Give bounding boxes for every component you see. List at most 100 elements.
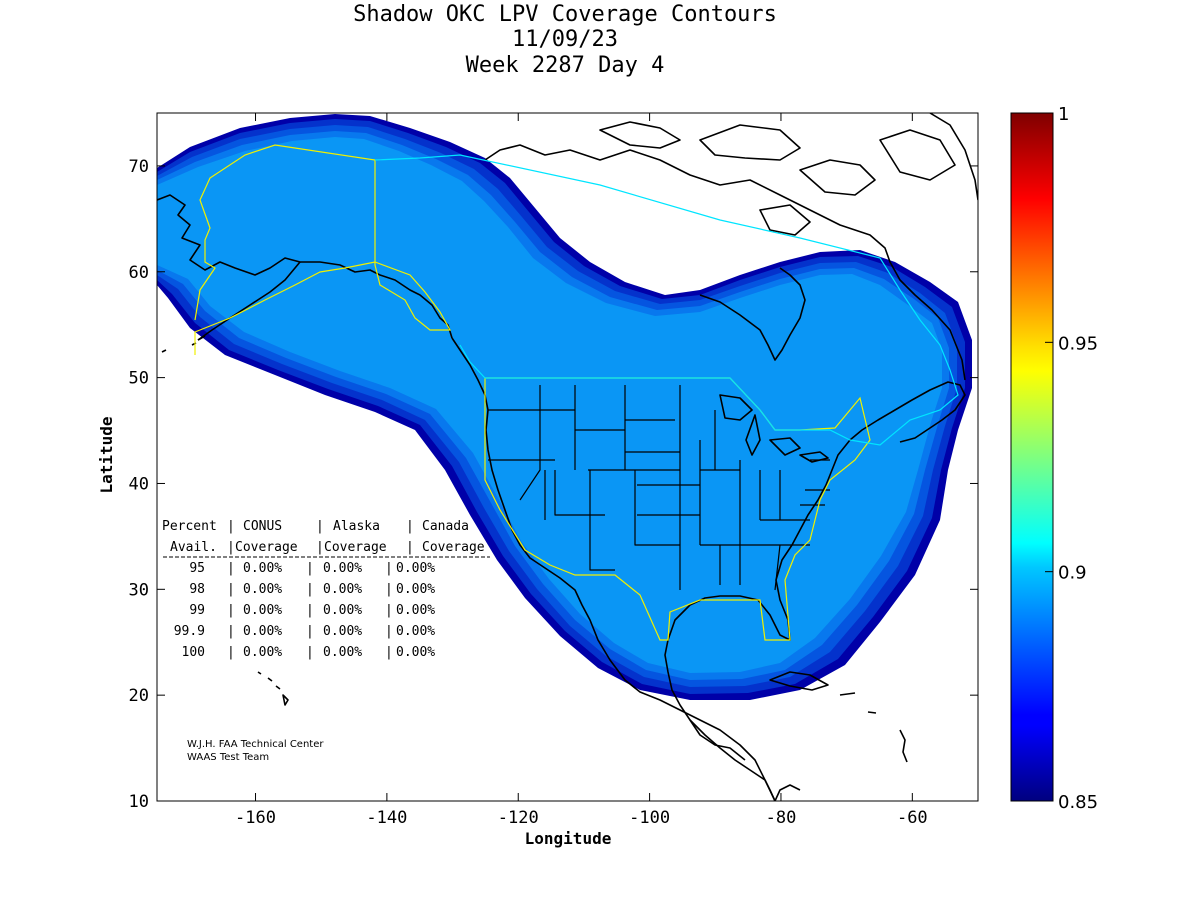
table-separator: |: [385, 561, 393, 576]
table-header-conus: CONUS: [243, 519, 282, 534]
table-cell-canada: 0.00%: [396, 561, 435, 576]
coastline-map: [157, 113, 978, 801]
table-separator: |: [406, 519, 414, 534]
plot-border: [156, 112, 979, 802]
table-cell-conus: 0.00%: [243, 582, 282, 597]
state-lines-texas: [589, 515, 681, 590]
table-cell-canada: 0.00%: [396, 624, 435, 639]
chart-title-line-3: Week 2287 Day 4: [466, 53, 665, 78]
canada-service-volume: [374, 154, 959, 446]
caribbean-islands: [839, 692, 908, 763]
table-cell-alaska: 0.00%: [323, 582, 362, 597]
y-tick-label: 30: [129, 580, 149, 600]
colorbar-tick-label: 0.95: [1058, 333, 1098, 354]
table-separator: |: [306, 561, 314, 576]
table-cell-alaska: 0.00%: [323, 645, 362, 660]
x-tick-label: -80: [766, 808, 797, 828]
y-tick-label: 20: [129, 686, 149, 706]
table-separator: |: [385, 624, 393, 639]
y-axis-label: Latitude: [97, 416, 116, 493]
table-cell-avail: 98: [189, 582, 205, 597]
table-separator: |: [306, 603, 314, 618]
coastline-hudson-bay: [699, 267, 806, 361]
colorbar-ticks: 0.85 0.9 0.95 1: [1045, 104, 1098, 813]
state-lines-west: [488, 385, 680, 520]
arctic-islands-3: [799, 159, 876, 196]
y-tick-label: 10: [129, 792, 149, 812]
colorbar-tick-label: 1: [1058, 104, 1069, 125]
colorbar-tick-label: 0.9: [1058, 563, 1087, 584]
y-tick-label: 50: [129, 369, 149, 389]
plot-area: -160 -140 -120 -100 -80 -60 10 20 30 40 50 60 70 Pe…: [129, 112, 979, 828]
table-subheader-alaska: Coverage: [324, 540, 387, 555]
table-separator: |: [227, 519, 235, 534]
colorbar-tick-label: 0.85: [1058, 792, 1098, 813]
table-header-alaska: Alaska: [333, 519, 380, 534]
credit-line-1: W.J.H. FAA Technical Center: [187, 739, 324, 750]
table-cell-alaska: 0.00%: [323, 603, 362, 618]
table-cell-conus: 0.00%: [243, 603, 282, 618]
y-tick-label: 70: [129, 157, 149, 177]
colorbar-gradient: [1010, 112, 1054, 802]
chart-title-line-2: 11/09/23: [512, 27, 618, 52]
y-axis-ticks: 10 20 30 40 50 60 70: [129, 157, 978, 812]
chart-title-line-1: Shadow OKC LPV Coverage Contours: [353, 2, 777, 27]
table-row: 98 | 0.00% | 0.00% | 0.00%: [189, 582, 435, 597]
state-lines-central: [625, 385, 761, 545]
arctic-islands-4: [879, 129, 956, 181]
alaska-service-volume: [194, 144, 452, 355]
x-tick-label: -100: [629, 808, 670, 828]
table-separator: |: [306, 624, 314, 639]
table-cell-alaska: 0.00%: [323, 624, 362, 639]
table-header-percent: Percent: [162, 519, 217, 534]
hawaii-islands: [257, 671, 289, 706]
x-axis-ticks: -160 -140 -120 -100 -80 -60: [235, 113, 928, 828]
greenland: [929, 113, 978, 201]
table-subheader-avail: Avail.: [170, 540, 217, 555]
table-rows: 95 | 0.00% | 0.00% | 0.00%98 | 0.00% | 0.00% | 0.00%…: [174, 561, 436, 660]
x-axis-label: Longitude: [525, 829, 612, 848]
table-cell-conus: 0.00%: [243, 561, 282, 576]
table-cell-avail: 95: [189, 561, 205, 576]
table-row: 99.9 | 0.00% | 0.00% | 0.00%: [174, 624, 436, 639]
table-separator: |: [227, 624, 235, 639]
table-cell-avail: 100: [182, 645, 205, 660]
state-lines-east: [700, 459, 830, 591]
table-separator: |: [406, 540, 414, 555]
table-row: 99 | 0.00% | 0.00% | 0.00%: [189, 603, 435, 618]
us-state-boundaries: [488, 385, 830, 591]
table-separator: |: [316, 519, 324, 534]
x-tick-label: -120: [498, 808, 539, 828]
coastline-alaska: [157, 194, 453, 339]
x-tick-label: -160: [235, 808, 276, 828]
coastline-central-america: [689, 719, 801, 801]
table-row: 100 | 0.00% | 0.00% | 0.00%: [182, 645, 436, 660]
coastline-alaska-peninsula: [197, 261, 301, 341]
table-subheader-canada: Coverage: [422, 540, 485, 555]
arctic-islands-5: [759, 204, 811, 236]
conus-service-volume: [484, 377, 871, 641]
table-separator: |: [385, 645, 393, 660]
table-separator: |: [385, 582, 393, 597]
arctic-islands-1: [599, 121, 681, 149]
table-separator: |: [227, 561, 235, 576]
table-separator: |: [316, 540, 324, 555]
coastline-gulf: [664, 381, 966, 801]
table-cell-canada: 0.00%: [396, 645, 435, 660]
cuba: [769, 671, 829, 691]
credit-line-2: WAAS Test Team: [187, 752, 269, 763]
coastline-arctic: [484, 144, 966, 381]
table-cell-canada: 0.00%: [396, 582, 435, 597]
table-cell-alaska: 0.00%: [323, 561, 362, 576]
table-separator: |: [306, 645, 314, 660]
table-cell-avail: 99.9: [174, 624, 205, 639]
x-tick-label: -140: [366, 808, 407, 828]
y-tick-label: 40: [129, 474, 149, 494]
table-separator: |: [227, 582, 235, 597]
table-cell-conus: 0.00%: [243, 624, 282, 639]
x-tick-label: -60: [897, 808, 928, 828]
table-subheader-conus: Coverage: [235, 540, 298, 555]
table-separator: |: [227, 645, 235, 660]
table-cell-conus: 0.00%: [243, 645, 282, 660]
